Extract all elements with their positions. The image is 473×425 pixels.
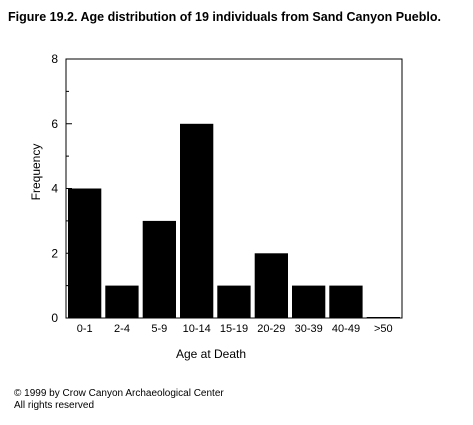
- x-tick-label: 10-14: [183, 323, 211, 335]
- y-tick-label: 8: [51, 52, 58, 66]
- x-tick-label: 15-19: [220, 323, 248, 335]
- y-tick-label: 0: [51, 311, 58, 325]
- bar-2-4: [105, 285, 139, 318]
- bar-15-19: [217, 285, 251, 318]
- x-tick-label: 40-49: [332, 323, 360, 335]
- y-tick-label: 4: [51, 182, 58, 196]
- copyright-line: © 1999 by Crow Canyon Archaeological Cen…: [14, 388, 224, 399]
- plot-frame: [65, 58, 403, 319]
- x-labels-group: 0-1 2-4 5-9 10-14 15-19 20-29 30-39 40-49 >50: [77, 323, 393, 335]
- bar-30-39: [292, 285, 326, 318]
- bar-20-29: [254, 253, 288, 319]
- x-tick-label: 0-1: [77, 323, 93, 335]
- bar-5-9: [142, 220, 176, 318]
- bar-10-14: [180, 123, 214, 319]
- x-tick-label: 2-4: [114, 323, 130, 335]
- bar-40-49: [329, 285, 363, 318]
- y-tick-label: 6: [51, 117, 58, 131]
- y-ticks-group: 0 2 4 6 8: [51, 52, 72, 325]
- copyright-notice: © 1999 by Crow Canyon Archaeological Cen…: [14, 388, 224, 412]
- figure-title: Figure 19.2. Age distribution of 19 indi…: [8, 10, 441, 24]
- bars-group: [68, 123, 400, 319]
- rights-line: All rights reserved: [14, 400, 95, 411]
- x-tick-label: 5-9: [151, 323, 167, 335]
- x-tick-label: >50: [374, 323, 393, 335]
- x-tick-label: 30-39: [295, 323, 323, 335]
- y-axis-label: Frequency: [29, 144, 43, 201]
- x-tick-label: 20-29: [257, 323, 285, 335]
- bar-0-1: [68, 188, 102, 318]
- x-axis-label: Age at Death: [176, 347, 246, 361]
- y-tick-label: 2: [51, 246, 58, 260]
